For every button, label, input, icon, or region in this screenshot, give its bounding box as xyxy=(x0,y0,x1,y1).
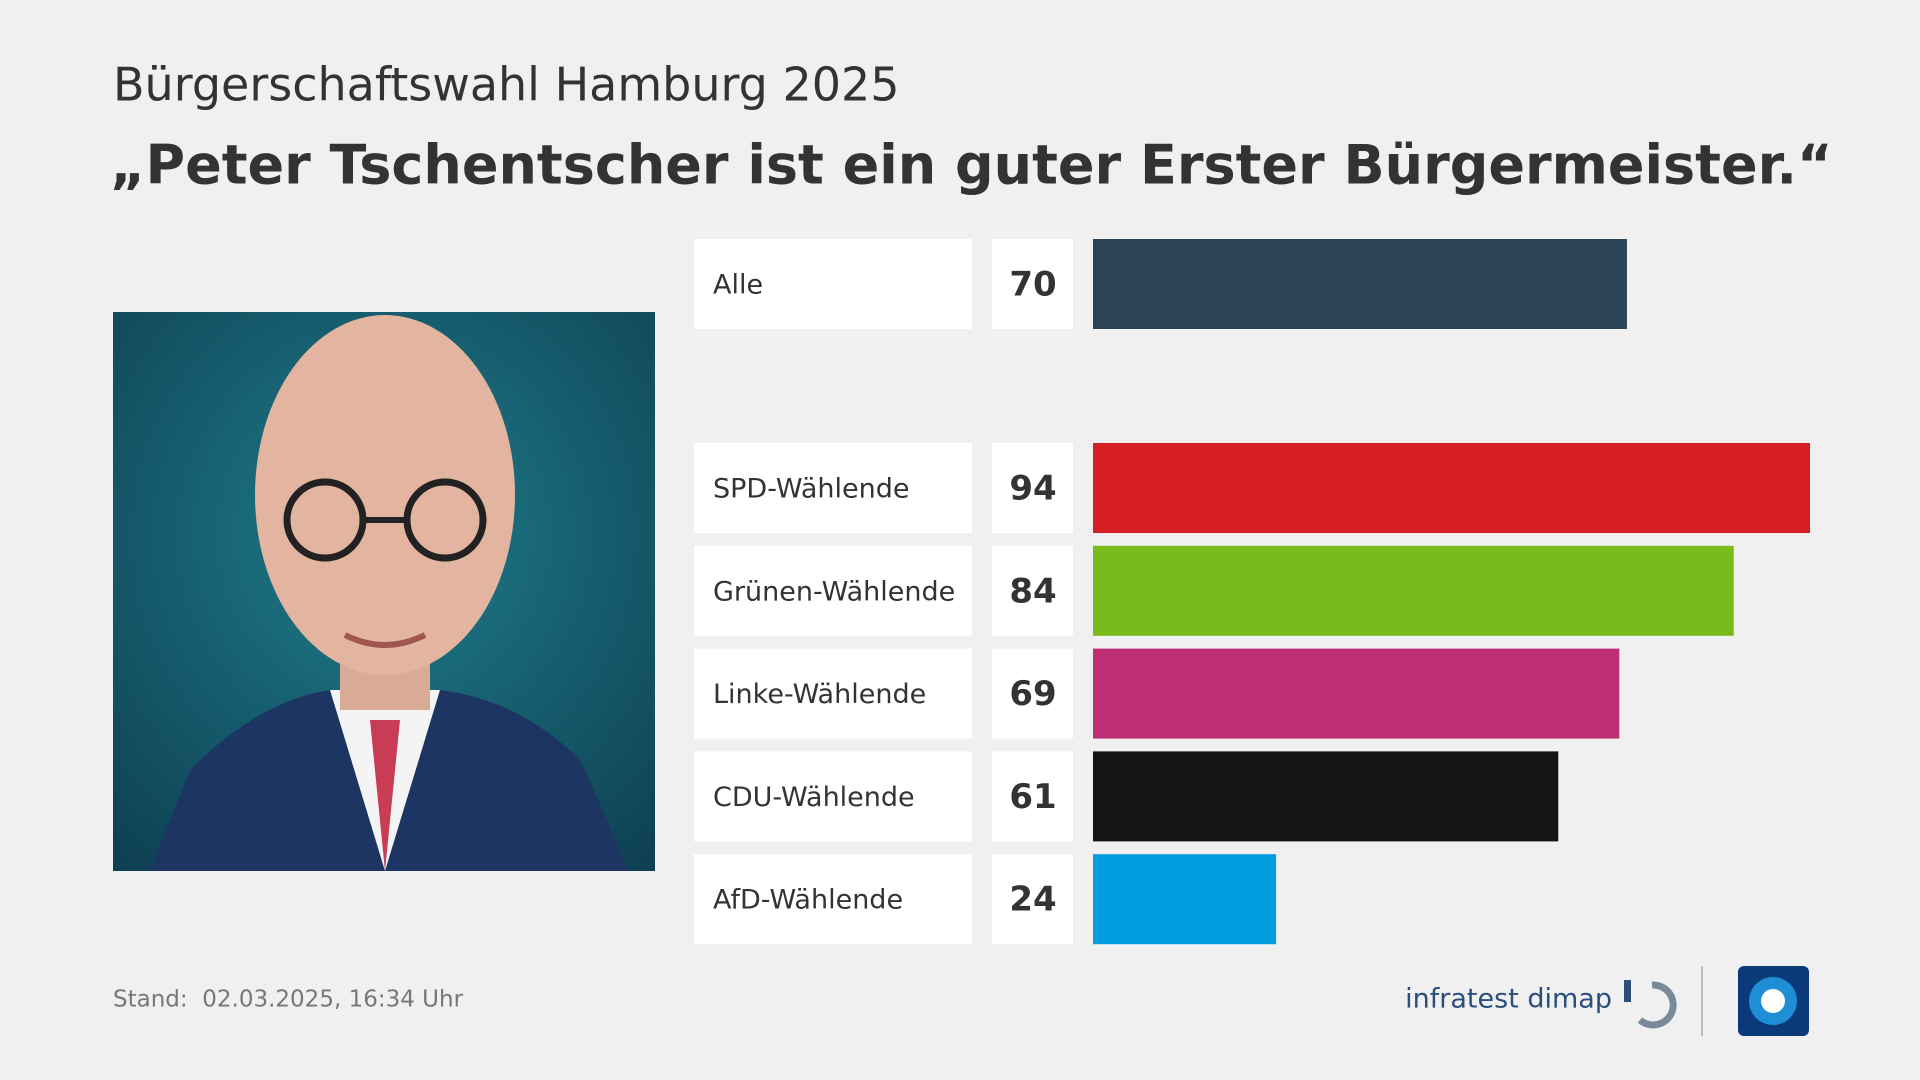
bar xyxy=(1093,648,1620,739)
value-label: 69 xyxy=(1009,674,1056,714)
category-label: Linke-Wählende xyxy=(713,679,926,710)
label-box xyxy=(694,854,972,945)
bar xyxy=(1093,443,1810,533)
value-box xyxy=(992,239,1073,329)
source-logo-text: infratest dimap xyxy=(1405,984,1612,1015)
chart-subtitle: Bürgerschaftswahl Hamburg 2025 xyxy=(113,58,900,112)
category-label: Grünen-Wählende xyxy=(713,576,955,607)
category-label: CDU-Wählende xyxy=(713,782,915,813)
label-box xyxy=(694,751,972,842)
bar xyxy=(1093,854,1277,945)
label-box xyxy=(694,648,972,739)
value-box xyxy=(992,545,1073,636)
label-box xyxy=(694,545,972,636)
value-box xyxy=(992,648,1073,739)
category-label: Alle xyxy=(713,270,763,301)
portrait-photo xyxy=(113,312,655,871)
bar xyxy=(1093,545,1734,636)
chart-title: „Peter Tschentscher ist ein guter Erster… xyxy=(110,134,1833,197)
category-label: AfD-Wählende xyxy=(713,885,903,916)
value-label: 61 xyxy=(1009,777,1056,817)
broadcaster-logo xyxy=(1738,966,1809,1036)
value-box xyxy=(992,854,1073,945)
label-box xyxy=(694,443,972,533)
bar xyxy=(1093,239,1627,329)
value-box xyxy=(992,443,1073,533)
value-label: 94 xyxy=(1009,469,1056,509)
footer-date: Stand: 02.03.2025, 16:34 Uhr xyxy=(113,987,464,1013)
label-box xyxy=(694,239,972,329)
source-logo-icon xyxy=(1624,980,1677,1029)
bar xyxy=(1093,751,1559,842)
value-box xyxy=(992,751,1073,842)
category-label: SPD-Wählende xyxy=(713,474,909,505)
value-label: 84 xyxy=(1009,571,1056,611)
value-label: 70 xyxy=(1009,265,1056,305)
bar-group: Alle 70 SPD-Wählende 94 Grünen-Wählende 84 Lin… xyxy=(694,239,1810,945)
value-label: 24 xyxy=(1009,880,1056,920)
